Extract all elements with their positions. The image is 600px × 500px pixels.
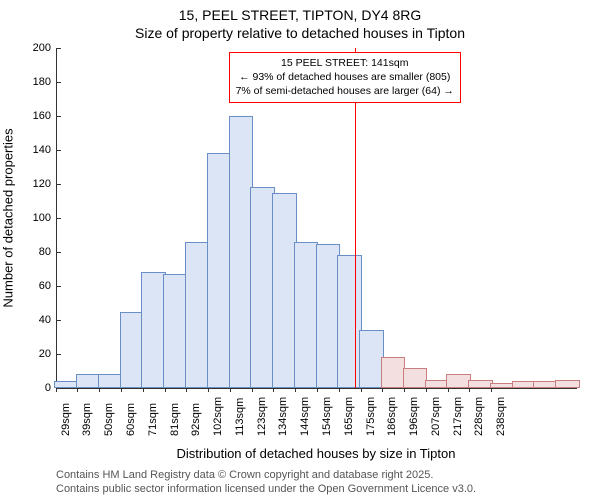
x-tick-mark	[273, 388, 274, 392]
footer-line1: Contains HM Land Registry data © Crown c…	[56, 469, 433, 481]
bar-smaller	[141, 272, 165, 388]
x-tick: 50sqm	[103, 403, 115, 436]
x-tick-mark	[295, 388, 296, 392]
y-tick: 200	[33, 42, 57, 54]
annotation-line: 7% of semi-detached houses are larger (6…	[236, 84, 454, 98]
x-tick-mark	[317, 388, 318, 392]
x-tick-mark	[382, 388, 383, 392]
x-tick-mark	[56, 388, 57, 392]
bar-smaller	[316, 244, 340, 389]
x-tick-mark	[165, 388, 166, 392]
x-tick: 196sqm	[408, 397, 420, 436]
x-tick-mark	[186, 388, 187, 392]
x-tick-mark	[361, 388, 362, 392]
x-tick: 217sqm	[452, 397, 464, 436]
x-tick: 228sqm	[473, 397, 485, 436]
x-tick: 154sqm	[321, 397, 333, 436]
x-tick: 71sqm	[147, 403, 159, 436]
x-tick-mark	[99, 388, 100, 392]
x-tick-mark	[208, 388, 209, 392]
x-tick: 175sqm	[365, 397, 377, 436]
y-tick: 140	[33, 144, 57, 156]
bar-larger	[533, 381, 557, 388]
x-tick-mark	[143, 388, 144, 392]
x-axis-label: Distribution of detached houses by size …	[56, 446, 576, 461]
x-tick: 60sqm	[125, 403, 137, 436]
bar-smaller	[54, 381, 78, 388]
x-tick: 39sqm	[81, 403, 93, 436]
plot-area: 02040608010012014016018020029sqm39sqm50s…	[56, 48, 577, 389]
x-tick: 113sqm	[234, 398, 246, 436]
x-tick-mark	[339, 388, 340, 392]
bar-smaller	[337, 255, 361, 388]
x-tick-mark	[448, 388, 449, 392]
x-tick-mark	[77, 388, 78, 392]
annotation-line: 15 PEEL STREET: 141sqm	[236, 56, 454, 70]
x-tick: 134sqm	[277, 397, 289, 436]
bar-larger	[555, 380, 579, 389]
y-tick: 180	[33, 76, 57, 88]
y-tick: 20	[39, 348, 57, 360]
chart-title: 15, PEEL STREET, TIPTON, DY4 8RG Size of…	[0, 0, 600, 42]
x-tick-mark	[426, 388, 427, 392]
x-tick: 238sqm	[495, 397, 507, 436]
y-tick: 40	[39, 314, 57, 326]
x-tick-mark	[491, 388, 492, 392]
bar-smaller	[98, 374, 122, 388]
x-tick: 123sqm	[256, 397, 268, 436]
y-tick: 80	[39, 246, 57, 258]
bar-smaller	[76, 374, 100, 388]
bar-larger	[490, 383, 514, 388]
x-tick-mark	[121, 388, 122, 392]
y-tick: 60	[39, 280, 57, 292]
footer-line2: Contains public sector information licen…	[56, 483, 476, 495]
x-tick: 207sqm	[430, 397, 442, 436]
x-tick-mark	[230, 388, 231, 392]
bar-larger	[446, 374, 470, 388]
bar-larger	[468, 380, 492, 389]
title-line2: Size of property relative to detached ho…	[135, 25, 465, 41]
x-tick: 144sqm	[299, 397, 311, 436]
x-tick-mark	[252, 388, 253, 392]
y-axis-label: Number of detached properties	[1, 128, 16, 307]
bar-smaller	[120, 312, 144, 389]
bar-smaller	[229, 116, 253, 388]
bar-smaller	[185, 242, 209, 388]
bar-smaller	[207, 153, 231, 388]
title-line1: 15, PEEL STREET, TIPTON, DY4 8RG	[179, 7, 422, 23]
y-tick: 100	[33, 212, 57, 224]
annotation-line: ← 93% of detached houses are smaller (80…	[236, 70, 454, 84]
bar-smaller	[250, 187, 274, 388]
bar-smaller	[163, 274, 187, 388]
bar-larger	[403, 368, 427, 388]
x-tick: 102sqm	[212, 397, 224, 436]
bar-smaller	[359, 330, 383, 388]
bar-larger	[425, 380, 449, 389]
x-tick: 92sqm	[190, 403, 202, 436]
bar-larger	[381, 357, 405, 388]
x-tick: 165sqm	[343, 397, 355, 436]
footer-attribution: Contains HM Land Registry data © Crown c…	[56, 468, 476, 497]
bar-larger	[512, 381, 536, 388]
y-tick: 160	[33, 110, 57, 122]
bar-smaller	[294, 242, 318, 388]
annotation-box: 15 PEEL STREET: 141sqm← 93% of detached …	[229, 52, 461, 103]
y-tick: 120	[33, 178, 57, 190]
x-tick: 29sqm	[60, 403, 72, 436]
bar-smaller	[272, 193, 296, 389]
x-tick-mark	[469, 388, 470, 392]
x-tick-mark	[404, 388, 405, 392]
x-tick: 81sqm	[169, 403, 181, 436]
x-tick: 186sqm	[386, 397, 398, 436]
